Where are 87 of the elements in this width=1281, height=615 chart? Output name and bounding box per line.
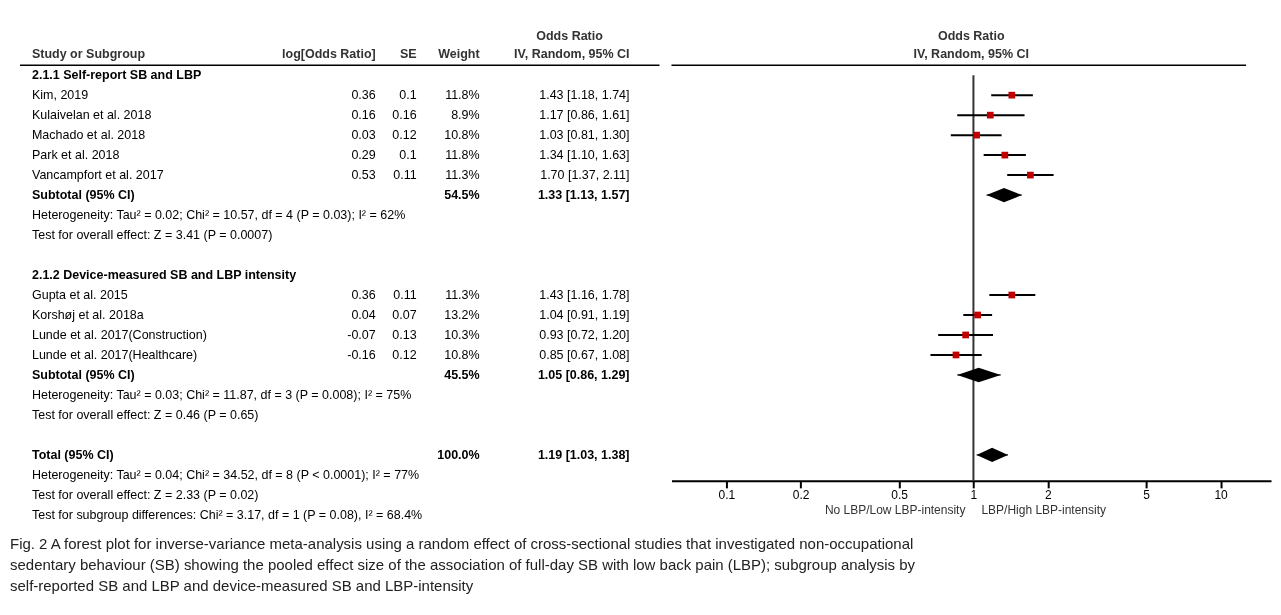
category-label: Subtotal (95% CI) — [31, 367, 135, 382]
text: -0.07 — [347, 327, 376, 342]
text: 0.16 — [392, 108, 417, 123]
category-label: SE — [400, 47, 417, 62]
point — [1008, 91, 1016, 99]
category-label: 2.1.2 Device-measured SB and LBP intensity — [31, 268, 297, 283]
text: 0.93 [0.72, 1.20] — [539, 327, 630, 342]
category-label: log[Odds Ratio] — [282, 47, 376, 62]
category-label: Korshøj et al. 2018a — [31, 307, 144, 322]
point — [1001, 151, 1009, 159]
text: 1.05 [0.86, 1.29] — [537, 367, 630, 382]
text: 11.8% — [445, 148, 480, 163]
category-label: Test for subgroup differences: Chi² = 3.17, df = 1 (P = 0.08), I² = 68.4% — [31, 507, 423, 522]
text: 1.33 [1.13, 1.57] — [537, 188, 630, 203]
category-label: Weight — [438, 47, 480, 62]
category-label: Machado et al. 2018 — [31, 128, 146, 143]
category-label: IV, Random, 95% CI — [514, 47, 630, 62]
x-tick-label: 0.1 — [718, 488, 736, 503]
chart-title: Odds Ratio — [937, 29, 1005, 44]
text: 0.12 — [392, 128, 417, 143]
text: 0.13 — [392, 327, 417, 342]
text: 11.3% — [445, 288, 480, 302]
text: 10.8% — [444, 128, 480, 143]
category-label: Lunde et al. 2017(Healthcare) — [31, 347, 198, 362]
text: 0.12 — [392, 347, 417, 362]
category-label: Gupta et al. 2015 — [31, 288, 128, 302]
category-label: Test for overall effect: Z = 0.46 (P = 0.65) — [31, 407, 259, 422]
text: 1.43 [1.18, 1.74] — [539, 88, 630, 103]
text: 1.34 [1.10, 1.63] — [539, 148, 630, 163]
x-tick-label: 2 — [1044, 488, 1052, 503]
text: 0.07 — [392, 307, 417, 322]
x-tick-label: 10 — [1214, 488, 1229, 503]
annotation: LBP/High LBP-intensity — [981, 502, 1106, 517]
category-label: Heterogeneity: Tau² = 0.02; Chi² = 10.57, df = 4 (P = 0.03); I² = 62% — [31, 208, 406, 223]
x-tick-label: 0.2 — [792, 488, 810, 503]
text: 13.2% — [444, 307, 480, 322]
text: 100.0% — [437, 447, 480, 462]
text: 1.03 [0.81, 1.30] — [539, 128, 630, 143]
text: Study or Subgroup — [31, 47, 146, 62]
text: 1.70 [1.37, 2.11] — [540, 168, 630, 183]
annotation: No LBP/Low LBP-intensity — [824, 502, 966, 517]
text: 0.53 — [351, 168, 376, 183]
chart-subtitle: IV, Random, 95% CI — [913, 47, 1029, 62]
text: 1.43 [1.16, 1.78] — [539, 288, 630, 302]
text: 10.8% — [444, 347, 480, 362]
point — [986, 111, 994, 119]
category-label: Park et al. 2018 — [31, 148, 120, 163]
text: -0.16 — [347, 347, 376, 362]
x-tick-label: 5 — [1143, 488, 1151, 503]
point — [1008, 291, 1016, 299]
text: 10.3% — [444, 327, 480, 342]
category-label: Total (95% CI) — [31, 447, 114, 462]
x-tick-label: 1 — [970, 488, 978, 503]
point — [973, 131, 980, 139]
text: 0.16 — [351, 108, 376, 123]
text: 1.04 [0.91, 1.19] — [539, 307, 630, 322]
text: 54.5% — [444, 188, 480, 203]
text: 8.9% — [451, 108, 480, 123]
category-label: Heterogeneity: Tau² = 0.04; Chi² = 34.52, df = 8 (P < 0.0001); I² = 77% — [31, 467, 420, 482]
text: 11.3% — [445, 168, 480, 183]
category-label: Kulaivelan et al. 2018 — [31, 108, 152, 123]
category-label: Test for overall effect: Z = 2.33 (P = 0.02) — [31, 487, 259, 502]
text: 0.36 — [351, 88, 376, 103]
text: 0.1 — [399, 88, 417, 103]
category-label: Heterogeneity: Tau² = 0.03; Chi² = 11.87, df = 3 (P = 0.008); I² = 75% — [31, 387, 412, 402]
text: 0.11 — [393, 168, 417, 183]
text: 11.8% — [445, 88, 480, 103]
text: 0.29 — [351, 148, 376, 163]
text: 0.36 — [351, 288, 376, 302]
text: Odds Ratio — [536, 29, 604, 44]
category-label: Lunde et al. 2017(Construction) — [31, 327, 207, 342]
text: 0.04 — [351, 307, 376, 322]
text: 1.19 [1.03, 1.38] — [537, 447, 630, 462]
text: 0.1 — [399, 148, 417, 163]
text: 0.11 — [393, 288, 417, 302]
category-label: Vancampfort et al. 2017 — [31, 168, 164, 183]
text: 1.17 [0.86, 1.61] — [539, 108, 630, 123]
x-tick-label: 0.5 — [891, 488, 909, 503]
point — [974, 311, 981, 319]
category-label: Subtotal (95% CI) — [31, 188, 135, 203]
text: 0.03 — [351, 128, 376, 143]
text: 45.5% — [444, 367, 480, 382]
caption: Fig. 2 A forest plot for inverse-variance meta-analysis using a random effect of cross-sectional studies that investigated non-occupational sedentary behaviour (SB) showing the pooled effect size of the association of full-day SB with low back pain (LBP); subgroup analysis by self-reported SB and LBP and device-measured SB and LBP-intensity — [9, 534, 916, 594]
text: 0.85 [0.67, 1.08] — [539, 347, 630, 362]
category-label: Kim, 2019 — [31, 88, 89, 103]
category-label: Test for overall effect: Z = 3.41 (P = 0.0007) — [31, 228, 273, 243]
category-label: 2.1.1 Self-report SB and LBP — [31, 68, 202, 83]
